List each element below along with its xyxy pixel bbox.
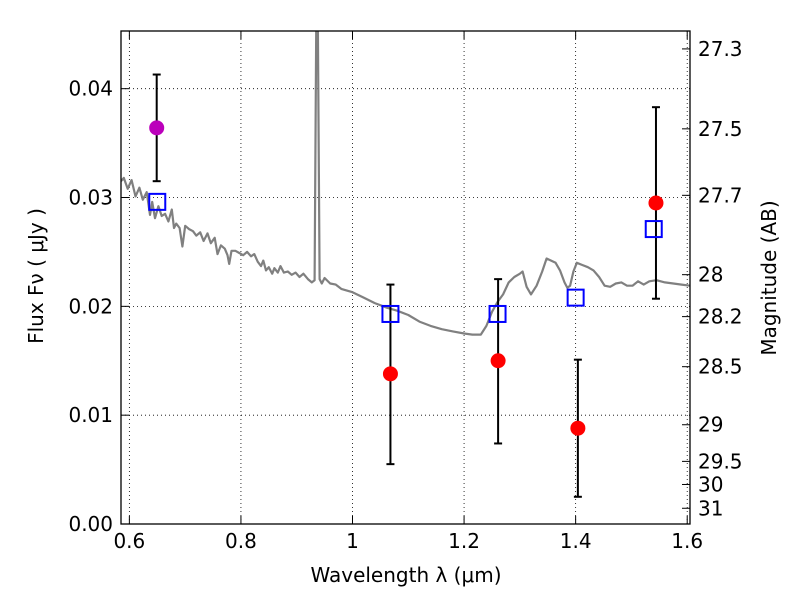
y-tick-label: 0.02 — [68, 294, 113, 318]
x-tick-label: 1.2 — [448, 529, 480, 553]
synthetic-flux-square — [644, 220, 663, 239]
model-spectrum-line — [121, 31, 690, 336]
x-tick-label: 0.6 — [113, 529, 145, 553]
y-axis-label: Flux Fν ( μJy ) — [24, 208, 48, 344]
magnitude-tick-label: 27.5 — [698, 117, 743, 141]
y-tick-label: 0.03 — [68, 186, 113, 210]
magnitude-tick-label: 28.2 — [698, 305, 743, 329]
magnitude-tick-label: 28.5 — [698, 355, 743, 379]
plot-area — [121, 31, 690, 498]
observed-flux-point — [149, 120, 165, 136]
magnitude-tick-label: 30 — [698, 472, 723, 496]
observed-flux-point — [490, 353, 506, 369]
magnitude-tick-label: 27.3 — [698, 37, 743, 61]
plot-frame — [120, 30, 691, 525]
synthetic-flux-square — [566, 288, 585, 307]
magnitude-tick-label: 28 — [698, 263, 723, 287]
synthetic-flux-square — [148, 192, 167, 211]
magnitude-tick-label: 29.5 — [698, 449, 743, 473]
magnitude-tick-label: 31 — [698, 496, 723, 520]
x-axis-label: Wavelength λ (μm) — [310, 563, 501, 587]
y-tick-label: 0.00 — [68, 512, 113, 536]
observed-flux-point — [382, 366, 398, 382]
magnitude-tick-label: 27.7 — [698, 183, 743, 207]
x-tick-label: 1 — [346, 529, 359, 553]
x-tick-label: 1.6 — [671, 529, 703, 553]
observed-flux-point — [648, 195, 664, 211]
grid — [121, 31, 690, 525]
observed-flux-point — [570, 420, 586, 436]
magnitude-tick-label: 29 — [698, 413, 723, 437]
y-tick-label: 0.04 — [68, 77, 113, 101]
x-tick-label: 0.8 — [225, 529, 257, 553]
y-tick-label: 0.01 — [68, 403, 113, 427]
synthetic-flux-square — [381, 304, 400, 323]
synthetic-flux-square — [488, 304, 507, 323]
y2-axis-label: Magnitude (AB) — [757, 200, 781, 355]
x-tick-label: 1.4 — [560, 529, 592, 553]
axis-ticks: 0.6 0.8 1 1.2 1.4 1.6 0.00 0.01 0.02 0.03 0.04 27.3… — [68, 31, 743, 553]
